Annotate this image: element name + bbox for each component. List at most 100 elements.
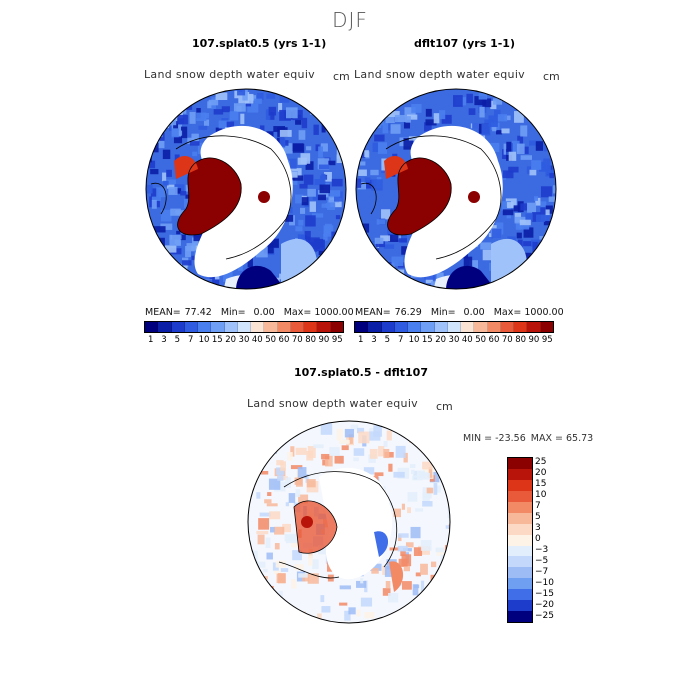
colorbar-swatch — [290, 322, 305, 332]
colorbar-tick-label: 90 — [528, 335, 540, 345]
colorbar-tick-label: 7 — [397, 335, 404, 345]
colorbar-tick-label: 80 — [305, 335, 317, 345]
colorbar-swatch — [368, 322, 382, 332]
colorbar-swatch — [304, 322, 318, 332]
colorbar-swatch — [500, 322, 515, 332]
colorbar-swatch — [434, 322, 448, 332]
panel2-min-label: Min= — [430, 307, 456, 318]
colorbar-tick-label: −25 — [535, 610, 554, 621]
colorbar-tick-label: 1 — [147, 335, 154, 345]
colorbar-swatch — [381, 322, 395, 332]
panel1-mean-value: 77.42 — [184, 307, 212, 318]
panel2-min-value: 0.00 — [463, 307, 485, 318]
panel1-units-label: cm — [333, 70, 350, 83]
colorbar-tick-label: −15 — [535, 588, 554, 599]
colorbar-swatch — [211, 322, 225, 332]
panel3-stats: MIN = -23.56 MAX = 65.73 — [463, 433, 593, 444]
colorbar-tick-label: 50 — [475, 335, 487, 345]
panel2-units-label: cm — [543, 70, 560, 83]
colorbar-swatch — [487, 322, 501, 332]
colorbar-swatch — [264, 322, 278, 332]
panel2-title: dflt107 (yrs 1-1) — [414, 37, 515, 50]
panel3-title: 107.splat0.5 - dflt107 — [294, 366, 428, 379]
panel3-min-label: MIN = — [463, 433, 493, 444]
colorbar-tick-label: −3 — [535, 544, 549, 555]
colorbar-swatch — [508, 556, 532, 568]
panel2-colorbar-strip — [354, 321, 554, 333]
colorbar-tick-label: 80 — [515, 335, 527, 345]
panel3-map — [247, 420, 451, 624]
colorbar-tick-label: 7 — [187, 335, 194, 345]
colorbar-tick-label: 40 — [251, 335, 263, 345]
colorbar-swatch — [330, 322, 343, 332]
panel1-min-label: Min= — [220, 307, 246, 318]
colorbar-tick-label: 5 — [174, 335, 181, 345]
colorbar-swatch — [508, 611, 532, 623]
colorbar-tick-label: 50 — [265, 335, 277, 345]
colorbar-swatch — [394, 322, 409, 332]
panel3-colorbar-ticks: 25 20 15 10 7 5 3 0 −3 −5 −7 −10 −15 −20 −25 — [535, 457, 554, 621]
colorbar-tick-label: 25 — [535, 457, 547, 468]
colorbar-swatch — [508, 523, 532, 535]
colorbar-swatch — [158, 322, 172, 332]
colorbar-tick-label: 3 — [535, 523, 541, 534]
colorbar-swatch — [461, 322, 475, 332]
colorbar-swatch — [251, 322, 265, 332]
panel2-colorbar-ticks: 1 3 5 7 10 15 20 30 40 50 60 70 80 90 95 — [354, 335, 554, 345]
panel1-colorbar-ticks: 1 3 5 7 10 15 20 30 40 50 60 70 80 90 95 — [144, 335, 344, 345]
colorbar-tick-label: 0 — [535, 534, 541, 545]
colorbar-swatch — [408, 322, 422, 332]
panel1-colorbar: 1 3 5 7 10 15 20 30 40 50 60 70 80 90 95 — [144, 321, 344, 345]
panel2-field — [356, 89, 556, 289]
panel3-min-value: -23.56 — [495, 433, 526, 444]
colorbar-tick-label: 15 — [211, 335, 223, 345]
panel3-variable-label: Land snow depth water equiv — [247, 397, 418, 410]
colorbar-tick-label: −10 — [535, 577, 554, 588]
colorbar-swatch — [224, 322, 238, 332]
colorbar-swatch — [145, 322, 159, 332]
panel3-max-value: 65.73 — [566, 433, 594, 444]
panel2-map — [355, 88, 557, 290]
panel1-variable-label: Land snow depth water equiv — [144, 68, 315, 81]
colorbar-tick-label: 10 — [408, 335, 420, 345]
panel3-max-label: MAX = — [530, 433, 563, 444]
colorbar-tick-label: 30 — [238, 335, 250, 345]
colorbar-swatch — [540, 322, 553, 332]
colorbar-swatch — [184, 322, 199, 332]
panel1-min-value: 0.00 — [253, 307, 275, 318]
panel1-title: 107.splat0.5 (yrs 1-1) — [192, 37, 327, 50]
colorbar-tick-label: 5 — [535, 512, 541, 523]
figure-season-title: DJF — [332, 8, 368, 32]
colorbar-tick-label: 3 — [371, 335, 377, 345]
colorbar-swatch — [508, 578, 532, 590]
panel3-map-border — [247, 420, 451, 624]
colorbar-swatch — [508, 600, 532, 612]
colorbar-swatch — [355, 322, 369, 332]
panel1-mean-label: MEAN= — [145, 307, 181, 318]
colorbar-swatch — [508, 567, 532, 579]
panel2-mean-label: MEAN= — [355, 307, 391, 318]
colorbar-tick-label: 20 — [435, 335, 447, 345]
colorbar-tick-label: −20 — [535, 599, 554, 610]
colorbar-tick-label: 3 — [161, 335, 167, 345]
panel1-map — [145, 88, 347, 290]
colorbar-tick-label: 95 — [331, 335, 343, 345]
panel2-stats: MEAN= 76.29 Min= 0.00 Max= 1000.00 — [355, 307, 564, 318]
colorbar-tick-label: −7 — [535, 566, 549, 577]
colorbar-tick-label: 40 — [461, 335, 473, 345]
colorbar-tick-label: 30 — [448, 335, 460, 345]
colorbar-swatch — [508, 545, 532, 557]
colorbar-swatch — [508, 534, 532, 546]
panel3-field — [248, 421, 450, 623]
colorbar-swatch — [514, 322, 528, 332]
colorbar-swatch — [527, 322, 541, 332]
colorbar-tick-label: 70 — [291, 335, 303, 345]
colorbar-swatch — [198, 322, 212, 332]
colorbar-swatch — [317, 322, 331, 332]
colorbar-swatch — [474, 322, 488, 332]
colorbar-swatch — [421, 322, 435, 332]
colorbar-tick-label: 70 — [501, 335, 513, 345]
colorbar-tick-label: 20 — [225, 335, 237, 345]
panel1-max-label: Max= — [283, 307, 312, 318]
colorbar-tick-label: 5 — [384, 335, 391, 345]
